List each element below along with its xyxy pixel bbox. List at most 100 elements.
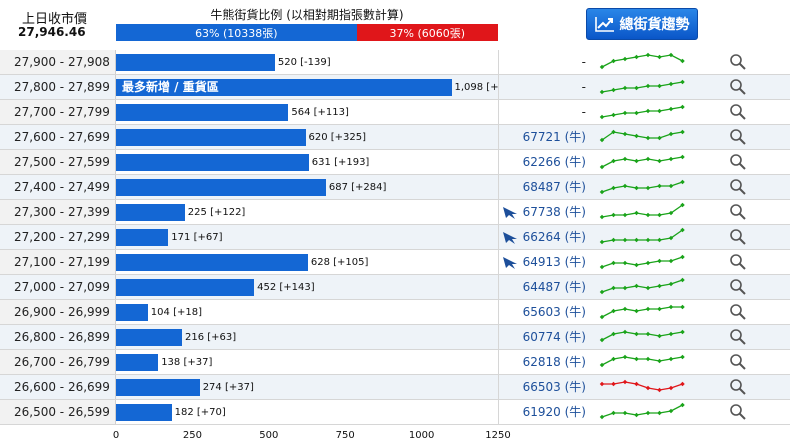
sparkline-point xyxy=(634,185,639,191)
magnifier-icon[interactable] xyxy=(729,378,747,396)
warrant-code-link[interactable]: 62818 (牛) xyxy=(522,355,586,369)
heavy-zone-label: 最多新增 / 重貨區 xyxy=(122,80,219,94)
sparkline-point xyxy=(657,410,662,416)
sparkline-chart xyxy=(599,379,685,393)
sparkline-point xyxy=(599,64,605,70)
warrant-code-link[interactable]: 64487 (牛) xyxy=(522,280,586,294)
strike-range: 27,500 - 27,599 xyxy=(0,150,116,174)
sparkline-point xyxy=(622,410,628,416)
street-trend-button[interactable]: 總街貨趨勢 xyxy=(586,8,698,40)
bar-cell: 138 [+37] xyxy=(116,350,498,374)
sparkline-point xyxy=(611,381,616,387)
warrant-code-link[interactable]: 65603 (牛) xyxy=(522,305,586,319)
sparkline[interactable] xyxy=(590,150,695,174)
sparkline-point xyxy=(634,381,639,387)
sparkline[interactable] xyxy=(590,300,695,324)
warrant-code-link[interactable]: 66264 (牛) xyxy=(522,230,586,244)
magnifier-icon[interactable] xyxy=(729,303,747,321)
table-row: 27,600 - 27,699 620 [+325] 67721 (牛) xyxy=(0,125,790,150)
sparkline[interactable] xyxy=(590,225,695,249)
sparkline[interactable] xyxy=(590,100,695,124)
bar-value-label: 274 [+37] xyxy=(202,382,254,393)
magnifier-icon[interactable] xyxy=(729,53,747,71)
warrant-code-link[interactable]: 66503 (牛) xyxy=(522,380,586,394)
sparkline[interactable] xyxy=(590,75,695,99)
sparkline-point xyxy=(680,58,685,64)
sparkline[interactable] xyxy=(590,350,695,374)
warrant-code-link[interactable]: 67721 (牛) xyxy=(522,130,586,144)
sparkline-point xyxy=(668,52,674,58)
strike-range: 26,500 - 26,599 xyxy=(0,400,116,424)
sparkline-point xyxy=(680,154,685,160)
strike-range: 27,800 - 27,899 xyxy=(0,75,116,99)
table-row: 27,800 - 27,899 最多新增 / 重貨區 1,098 [+392] - xyxy=(0,75,790,100)
sparkline-point xyxy=(622,110,628,116)
sparkline-point xyxy=(622,306,628,312)
volume-bar xyxy=(116,79,452,96)
magnifier-icon[interactable] xyxy=(729,203,747,221)
bar-cell: 104 [+18] xyxy=(116,300,498,324)
table-row: 26,500 - 26,599 182 [+70] 61920 (牛) xyxy=(0,400,790,425)
sparkline[interactable] xyxy=(590,375,695,399)
street-trend-label: 總街貨趨勢 xyxy=(619,17,690,33)
sparkline-point xyxy=(645,108,651,114)
magnifier-icon[interactable] xyxy=(729,228,747,246)
signal-arrow-icon xyxy=(503,207,517,219)
sparkline-chart xyxy=(599,154,685,170)
magnifier-icon[interactable] xyxy=(729,403,747,421)
sparkline-point xyxy=(668,106,674,112)
sparkline-point xyxy=(657,108,662,114)
sparkline[interactable] xyxy=(590,275,695,299)
warrant-code-link[interactable]: 61920 (牛) xyxy=(522,405,586,419)
magnifier-icon[interactable] xyxy=(729,328,747,346)
volume-bar xyxy=(116,279,255,296)
sparkline[interactable] xyxy=(590,125,695,149)
sparkline-point xyxy=(622,237,628,243)
bar-cell: 631 [+193] xyxy=(116,150,498,174)
magnifier-icon[interactable] xyxy=(729,103,747,121)
sparkline-point xyxy=(599,114,605,120)
table-row: 27,700 - 27,799 564 [+113] - xyxy=(0,100,790,125)
sparkline-point xyxy=(599,362,605,368)
strike-range: 27,200 - 27,299 xyxy=(0,225,116,249)
warrant-code-link[interactable]: 62266 (牛) xyxy=(522,155,586,169)
sparkline-point xyxy=(668,156,674,162)
sparkline-point xyxy=(611,260,616,266)
volume-bar xyxy=(116,104,289,121)
volume-bar xyxy=(116,229,169,246)
sparkline-point xyxy=(599,264,605,270)
bar-value-label: 225 [+122] xyxy=(187,207,246,218)
bull-ratio: 63% (10338張) xyxy=(116,24,357,41)
sparkline-path xyxy=(601,279,683,293)
sparkline-point xyxy=(634,331,639,337)
sparkline[interactable] xyxy=(590,250,695,274)
sparkline-point xyxy=(611,331,616,337)
sparkline[interactable] xyxy=(590,400,695,424)
code-cell: 67738 (牛) xyxy=(498,200,590,224)
sparkline[interactable] xyxy=(590,325,695,349)
sparkline-point xyxy=(680,79,685,85)
sparkline[interactable] xyxy=(590,50,695,74)
sparkline-point xyxy=(611,158,616,164)
sparkline-point xyxy=(599,289,605,295)
warrant-code-link[interactable]: 67738 (牛) xyxy=(522,205,586,219)
magnifier-icon[interactable] xyxy=(729,178,747,196)
warrant-code-link[interactable]: 64913 (牛) xyxy=(522,255,586,269)
magnifier-icon[interactable] xyxy=(729,278,747,296)
sparkline-point xyxy=(668,210,674,216)
warrant-code-link[interactable]: 60774 (牛) xyxy=(522,330,586,344)
magnifier-icon[interactable] xyxy=(729,353,747,371)
magnifier-icon[interactable] xyxy=(729,128,747,146)
code-cell: 64487 (牛) xyxy=(498,275,590,299)
table-row: 27,500 - 27,599 631 [+193] 62266 (牛) xyxy=(0,150,790,175)
magnifier-icon[interactable] xyxy=(729,153,747,171)
magnifier-icon[interactable] xyxy=(729,78,747,96)
bar-value-label: 104 [+18] xyxy=(150,307,202,318)
bar-cell: 520 [-139] xyxy=(116,50,498,74)
sparkline-chart xyxy=(599,104,685,120)
warrant-code-link[interactable]: 68487 (牛) xyxy=(522,180,586,194)
volume-bar xyxy=(116,179,326,196)
sparkline[interactable] xyxy=(590,175,695,199)
sparkline[interactable] xyxy=(590,200,695,224)
magnifier-icon[interactable] xyxy=(729,253,747,271)
